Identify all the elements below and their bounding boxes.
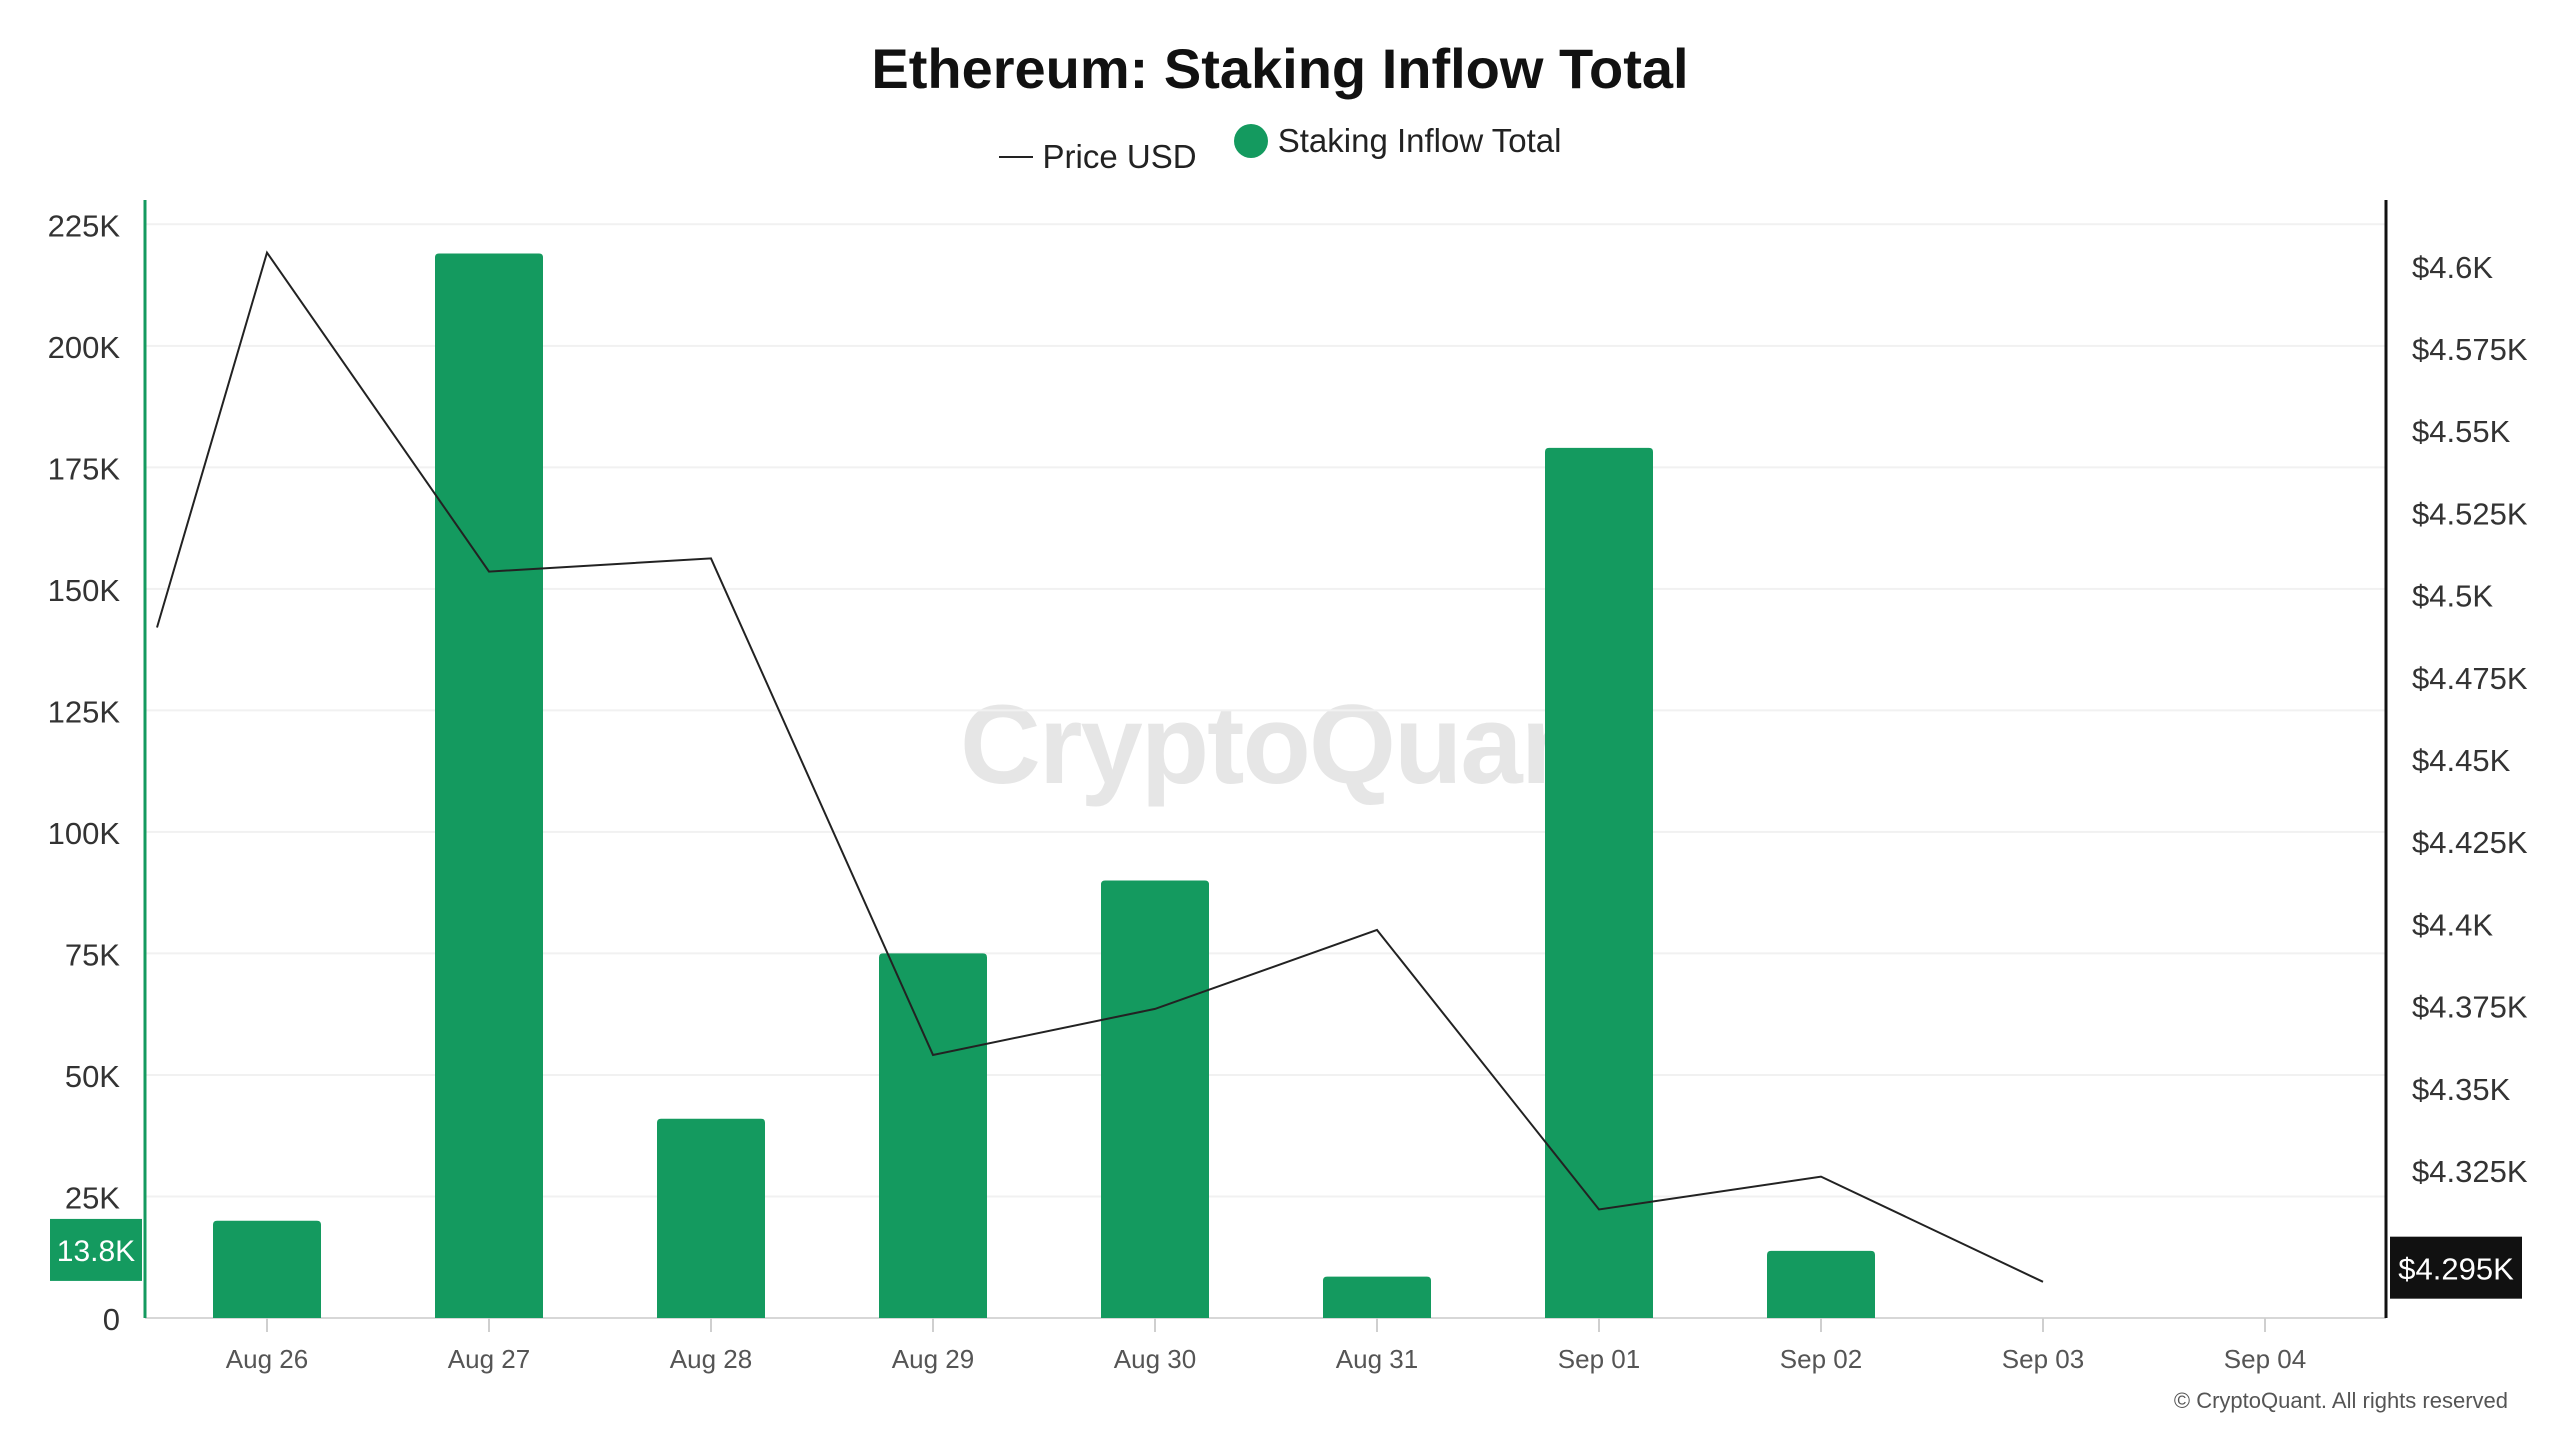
right-tick-label: $4.45K [2412, 743, 2511, 778]
left-tick-label: 225K [48, 208, 121, 243]
left-tick-label: 100K [48, 816, 121, 851]
right-tick-label: $4.475K [2412, 661, 2528, 696]
bar [1545, 447, 1653, 1318]
watermark: CryptoQuant [960, 682, 1624, 807]
bar [1101, 880, 1209, 1318]
bar [657, 1118, 765, 1318]
x-tick-label: Sep 04 [2224, 1344, 2306, 1374]
right-tick-label: $4.525K [2412, 496, 2528, 531]
price-line [156, 250, 2044, 1283]
right-tick-label: $4.5K [2412, 579, 2493, 614]
x-tick-label: Aug 30 [1114, 1344, 1196, 1374]
line-swatch-icon [998, 156, 1033, 158]
left-tick-label: 150K [48, 573, 121, 608]
left-tick-label: 25K [65, 1180, 120, 1215]
x-tick-label: Aug 28 [670, 1344, 752, 1374]
bar [1323, 1276, 1431, 1318]
x-tick-label: Aug 27 [448, 1344, 530, 1374]
right-current-value-label: $4.295K [2398, 1252, 2514, 1287]
copyright-footer: © CryptoQuant. All rights reserved [2173, 1388, 2508, 1413]
bar [435, 253, 543, 1318]
legend-item-price[interactable]: Price USD [998, 138, 1197, 176]
left-tick-label: 175K [48, 451, 121, 486]
x-tick-label: Aug 29 [892, 1344, 974, 1374]
right-tick-label: $4.35K [2412, 1072, 2511, 1107]
legend-price-label: Price USD [1042, 138, 1197, 175]
left-tick-label: 75K [65, 937, 120, 972]
x-tick-label: Sep 01 [1558, 1344, 1640, 1374]
x-tick-label: Sep 02 [1780, 1344, 1862, 1374]
left-tick-label: 125K [48, 694, 121, 729]
bar [1767, 1250, 1875, 1318]
dot-swatch-icon [1233, 124, 1268, 158]
left-current-value-badge [50, 1218, 142, 1281]
legend-item-inflow[interactable]: Staking Inflow Total [1233, 122, 1562, 160]
legend-inflow-label: Staking Inflow Total [1277, 122, 1562, 159]
right-tick-label: $4.425K [2412, 825, 2528, 860]
x-tick-label: Aug 26 [226, 1344, 308, 1374]
right-tick-label: $4.575K [2412, 332, 2528, 367]
left-tick-label: 200K [48, 330, 121, 365]
right-tick-label: $4.6K [2412, 250, 2493, 285]
bar [879, 953, 987, 1318]
bar [213, 1220, 321, 1318]
x-tick-label: Sep 03 [2002, 1344, 2084, 1374]
right-tick-label: $4.375K [2412, 990, 2528, 1025]
x-tick-label: Aug 31 [1336, 1344, 1418, 1374]
chart-legend: Price USD Staking Inflow Total [0, 122, 2560, 176]
right-tick-label: $4.4K [2412, 907, 2493, 942]
left-tick-label: 0 [103, 1302, 120, 1337]
right-tick-label: $4.55K [2412, 414, 2511, 449]
right-current-value-badge [2390, 1236, 2522, 1299]
left-current-value-label: 13.8K [57, 1235, 135, 1268]
right-tick-label: $4.325K [2412, 1154, 2528, 1189]
left-tick-label: 50K [65, 1059, 120, 1094]
chart-title: Ethereum: Staking Inflow Total [871, 37, 1689, 100]
